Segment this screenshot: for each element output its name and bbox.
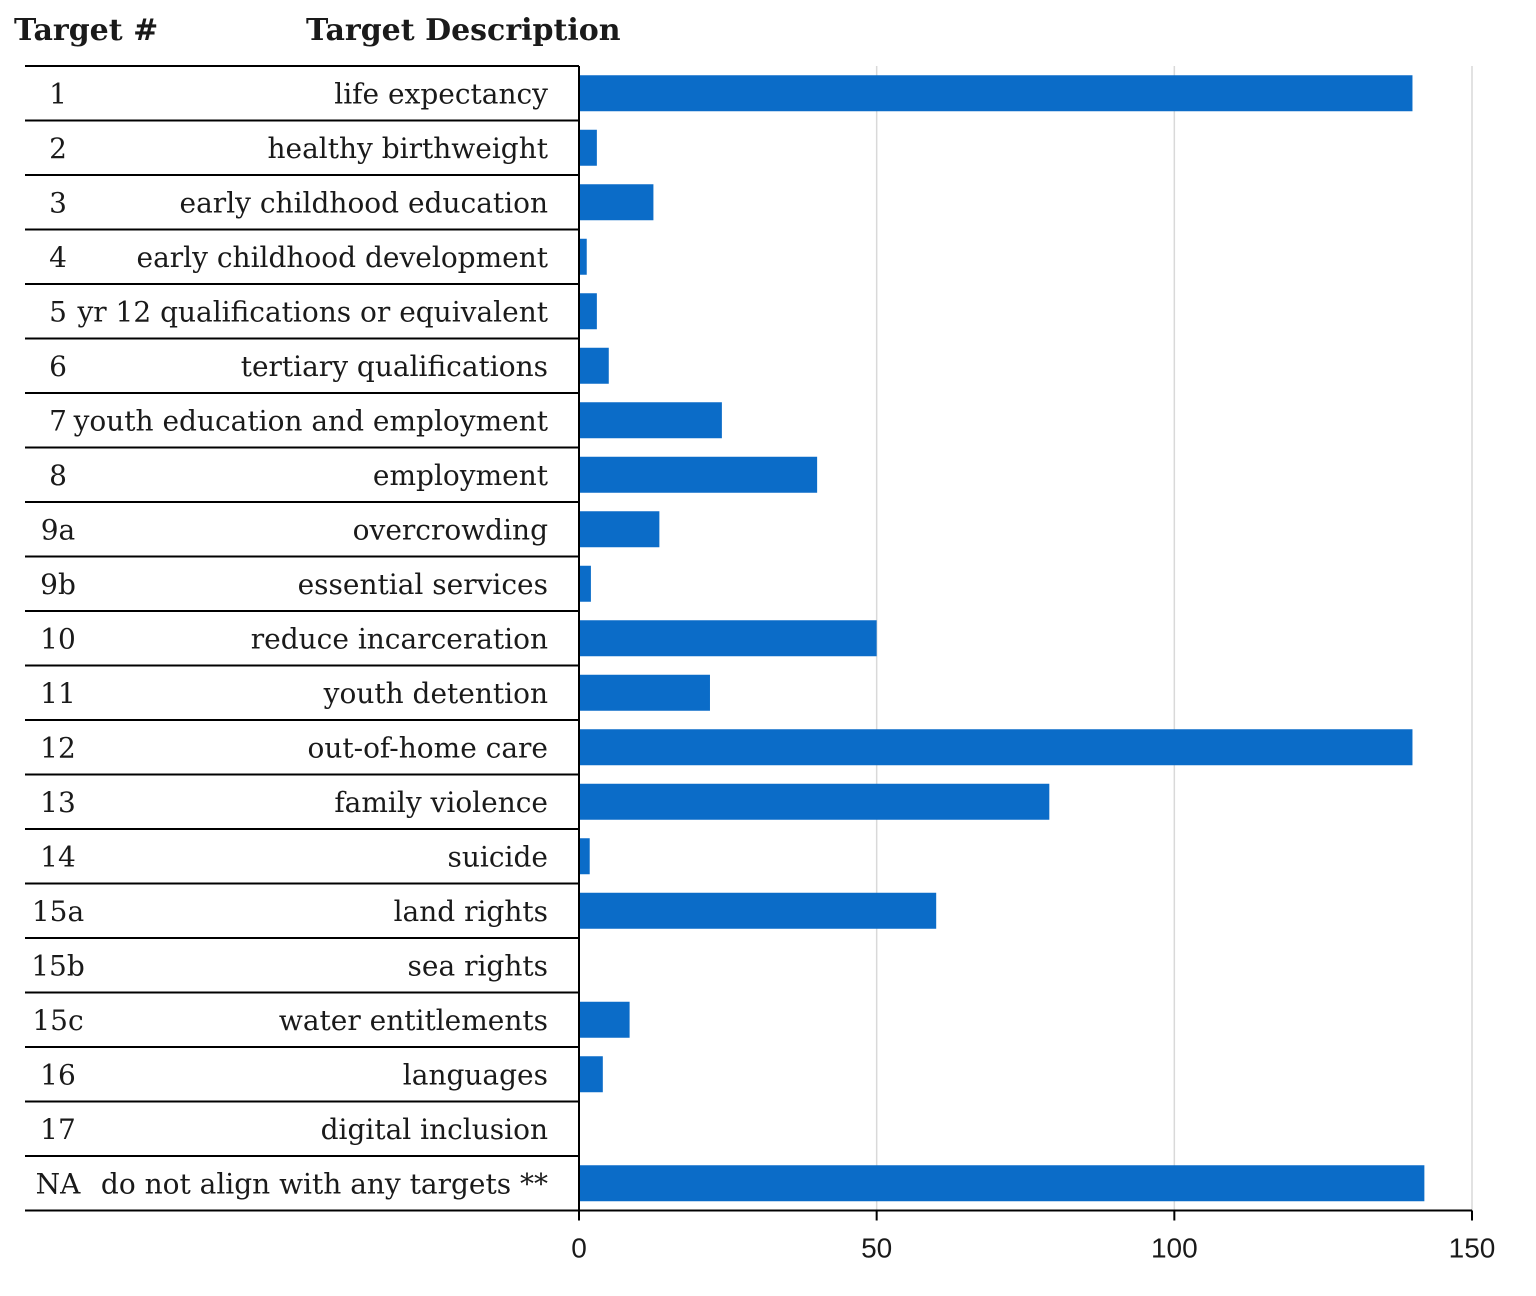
header-target-number: Target # (14, 13, 158, 48)
bar-13 (579, 783, 1050, 820)
bar-7 (579, 402, 722, 439)
target-number: 15b (31, 949, 85, 982)
target-number: 15c (32, 1004, 83, 1037)
target-description: early childhood education (180, 186, 548, 219)
x-tick-label: 0 (571, 1233, 587, 1264)
target-description: digital inclusion (321, 1113, 548, 1146)
bar-12 (579, 729, 1413, 766)
x-axis: 0 50 100 150 (571, 66, 1495, 1264)
target-number: 16 (40, 1058, 76, 1091)
target-description: suicide (448, 840, 549, 873)
target-description: youth detention (323, 677, 548, 710)
target-description: sea rights (408, 949, 548, 982)
target-description: languages (403, 1058, 548, 1091)
target-number: 14 (40, 840, 76, 873)
target-description: life expectancy (334, 77, 548, 110)
target-description: water entitlements (279, 1004, 548, 1037)
bar-15c (579, 1001, 630, 1038)
bar-3 (579, 184, 654, 221)
target-number: 3 (49, 186, 67, 219)
target-number: NA (36, 1167, 82, 1200)
bar-5 (579, 293, 597, 330)
target-description: tertiary qualifications (241, 350, 548, 383)
target-number: 1 (49, 77, 67, 110)
target-number: 9a (41, 513, 76, 546)
bar-15a (579, 892, 937, 929)
header-target-description: Target Description (306, 13, 621, 48)
target-description: healthy birthweight (267, 132, 548, 165)
bar-4 (579, 238, 587, 275)
target-description: early childhood development (137, 241, 549, 274)
target-number: 9b (40, 568, 76, 601)
target-number: 15a (32, 895, 84, 928)
target-description: family violence (334, 786, 548, 819)
target-description: yr 12 qualifications or equivalent (76, 295, 548, 328)
bar-1 (579, 75, 1413, 112)
x-tick-label: 100 (1151, 1233, 1198, 1264)
target-number: 12 (40, 731, 76, 764)
bars (579, 75, 1425, 1202)
target-number: 7 (49, 404, 67, 437)
bar-2 (579, 129, 597, 166)
target-description: essential services (298, 568, 548, 601)
gridlines (875, 66, 1473, 1211)
bar-NA (579, 1165, 1425, 1202)
target-number: 5 (49, 295, 67, 328)
target-description: youth education and employment (73, 404, 549, 437)
bar-9a (579, 511, 660, 548)
x-tick-label: 50 (861, 1233, 892, 1264)
bar-10 (579, 620, 877, 657)
target-number: 8 (49, 459, 67, 492)
bar-11 (579, 674, 710, 711)
target-description: reduce incarceration (251, 622, 548, 655)
target-table: 1 life expectancy 2 healthy birthweight 3 ear… (25, 65, 579, 1212)
bar-9b (579, 565, 591, 602)
target-description: land rights (394, 895, 548, 928)
bar-16 (579, 1056, 603, 1093)
target-description: employment (373, 459, 549, 492)
bar-8 (579, 456, 818, 493)
target-number: 13 (40, 786, 76, 819)
target-description: out-of-home care (307, 731, 548, 764)
target-number: 2 (49, 132, 67, 165)
target-number: 17 (40, 1113, 76, 1146)
target-number: 6 (49, 350, 67, 383)
target-description: do not align with any targets ** (101, 1167, 548, 1200)
bar-6 (579, 347, 609, 384)
target-number: 10 (40, 622, 76, 655)
target-number: 4 (49, 241, 67, 274)
target-description: overcrowding (353, 513, 548, 546)
bar-14 (579, 838, 590, 875)
x-tick-label: 150 (1449, 1233, 1496, 1264)
target-number: 11 (40, 677, 76, 710)
